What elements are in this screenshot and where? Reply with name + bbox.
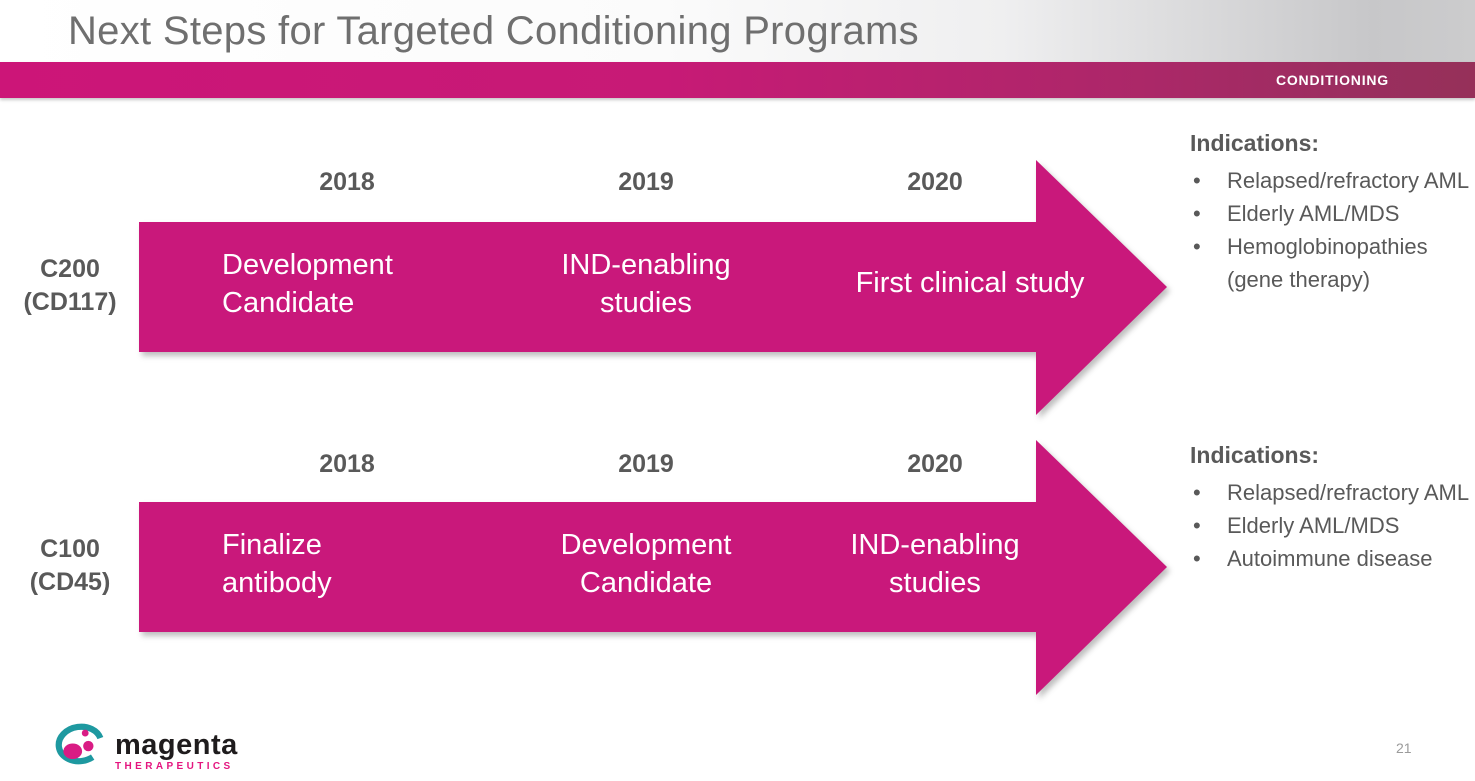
program-name: C200: [40, 255, 100, 283]
indications-title: Indications:: [1190, 442, 1320, 468]
logo-text: magenta THERAPEUTICS: [115, 729, 238, 773]
logo: magenta THERAPEUTICS: [54, 723, 238, 772]
indications-title: Indications:: [1190, 130, 1320, 156]
logo-ring-icon: [55, 723, 105, 765]
logo-name: magenta: [115, 729, 238, 761]
indication-item: Relapsed/refractory AML: [1190, 476, 1475, 509]
program-name: C100: [40, 535, 100, 563]
indications-list: Relapsed/refractory AML Elderly AML/MDS …: [1190, 476, 1475, 575]
year-label: 2018: [319, 168, 375, 196]
indication-item: Relapsed/refractory AML: [1190, 164, 1475, 197]
timeline-arrow: [139, 440, 1167, 695]
arrow-shape: [139, 160, 1167, 415]
phase-label: First clinical study: [855, 267, 1085, 299]
page-number: 21: [1396, 740, 1412, 756]
phase-label: Finalize antibody: [222, 529, 332, 599]
phase-label: IND-enabling studies: [561, 249, 731, 319]
program-label: C100 (CD45): [0, 533, 140, 599]
phase-label: IND-enabling studies: [850, 529, 1020, 599]
indication-item: Hemoglobinopathies (gene therapy): [1190, 230, 1475, 296]
phase-label: Development Candidate: [560, 529, 732, 599]
indication-item: Autoimmune disease: [1190, 542, 1475, 575]
indications-block: Indications: Relapsed/refractory AML Eld…: [1190, 130, 1475, 296]
year-label: 2020: [907, 168, 963, 196]
indications-block: Indications: Relapsed/refractory AML Eld…: [1190, 442, 1475, 575]
logo-subtitle: THERAPEUTICS: [115, 761, 234, 772]
indication-item: Elderly AML/MDS: [1190, 197, 1475, 230]
phase-label: Development Candidate: [222, 249, 393, 319]
header-strip: Next Steps for Targeted Conditioning Pro…: [0, 0, 1475, 62]
section-bar: CONDITIONING: [0, 62, 1475, 98]
section-tag-label: CONDITIONING: [1275, 72, 1389, 88]
program-label: C200 (CD117): [0, 253, 140, 319]
indications-list: Relapsed/refractory AML Elderly AML/MDS …: [1190, 164, 1475, 296]
year-label: 2020: [907, 450, 963, 478]
year-label: 2019: [618, 168, 674, 196]
program-target: (CD45): [29, 568, 111, 596]
page-title: Next Steps for Targeted Conditioning Pro…: [68, 9, 919, 53]
program-target: (CD117): [23, 288, 117, 316]
indication-item: Elderly AML/MDS: [1190, 509, 1475, 542]
year-label: 2018: [319, 450, 375, 478]
arrow-shape: [139, 440, 1167, 695]
year-label: 2019: [618, 450, 674, 478]
timeline-arrow: [139, 160, 1167, 415]
